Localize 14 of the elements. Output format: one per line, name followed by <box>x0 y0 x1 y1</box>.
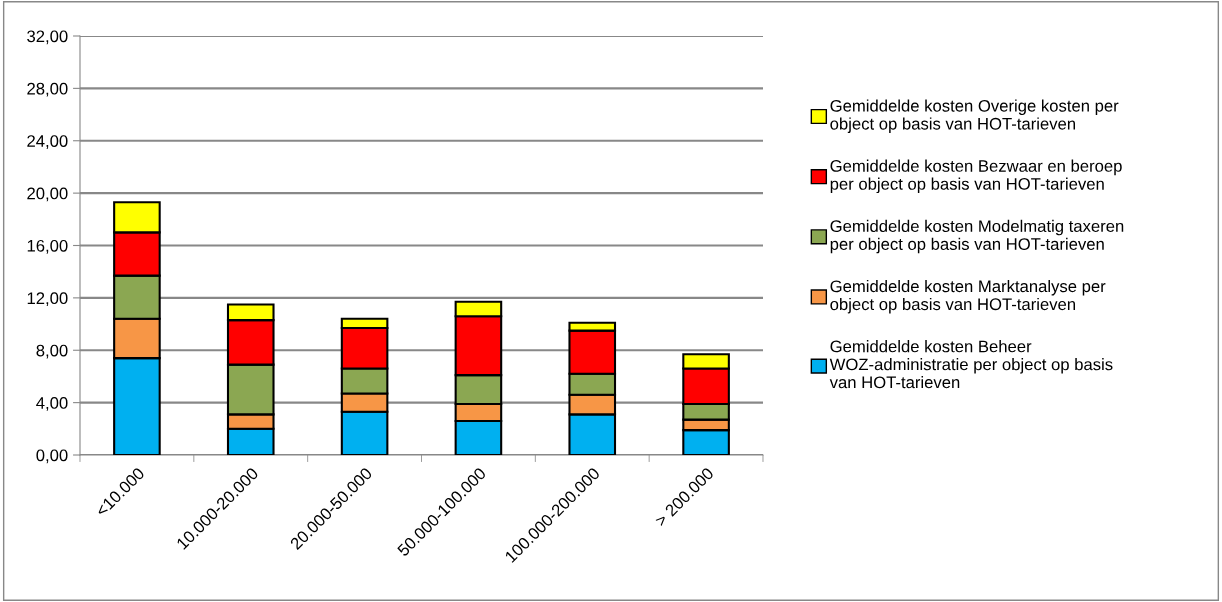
y-tick-label: 4,00 <box>36 397 68 411</box>
legend-label: Gemiddelde kosten Bezwaar en beroep per object op basis van HOT-tarieven <box>830 159 1122 194</box>
y-tick-label: 8,00 <box>36 344 68 359</box>
y-tick-label: 16,00 <box>27 239 68 254</box>
y-tick-label: 24,00 <box>27 135 68 149</box>
y-tick-label: 20,00 <box>27 187 68 202</box>
legend-label: Gemiddelde kosten Beheer WOZ-administratie per object op basis van HOT-tarieven <box>829 340 1113 389</box>
y-tick-label: 0,00 <box>36 449 68 464</box>
legend-label: Gemiddelde kosten Marktanalyse per object op basis van HOT-tarieven <box>830 279 1106 314</box>
y-tick-label: 28,00 <box>27 82 68 97</box>
legend-label: Gemiddelde kosten Overige kosten per object op basis van HOT-tarieven <box>830 99 1119 133</box>
legend-label: Gemiddelde kosten Modelmatig taxeren per object op basis van HOT-tarieven <box>830 219 1124 254</box>
y-tick-label: 12,00 <box>27 292 68 307</box>
y-tick-label: 32,00 <box>27 30 68 45</box>
